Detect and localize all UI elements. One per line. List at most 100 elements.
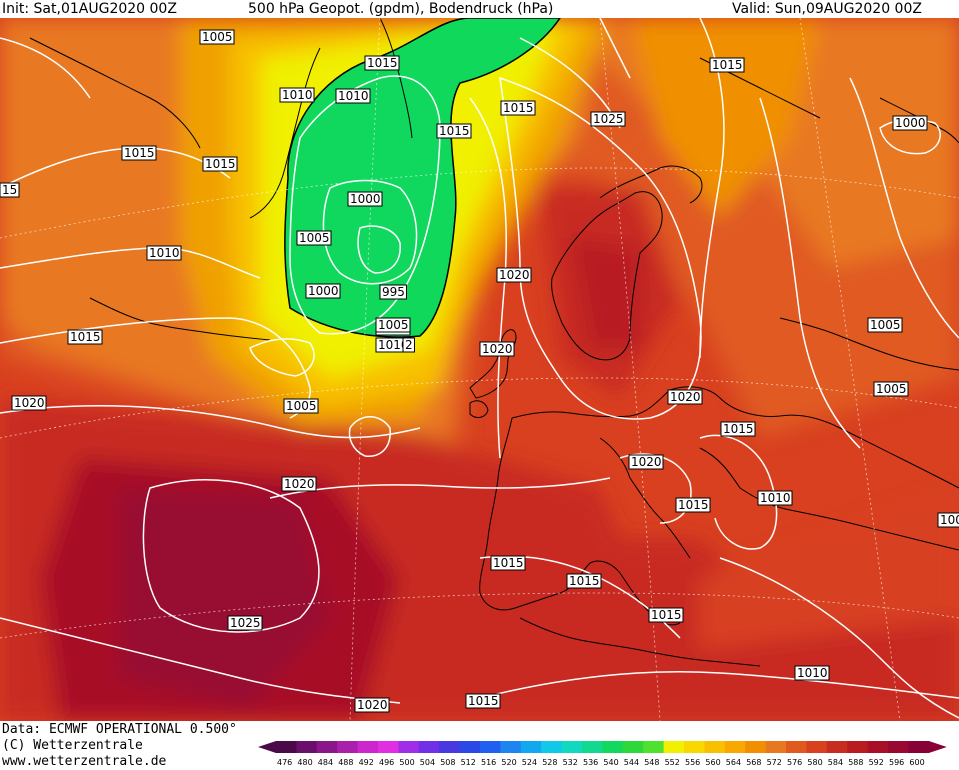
colorbar-tick-label: 492: [359, 758, 374, 767]
colorbar-tick-label: 524: [522, 758, 537, 767]
svg-text:1010: 1010: [338, 89, 369, 103]
isobar-label: 1020: [667, 389, 703, 405]
isobar-label: 1015: [436, 123, 472, 139]
isobar-label: 1025: [227, 615, 263, 631]
isobar-label: 1015: [465, 693, 501, 709]
svg-text:1020: 1020: [14, 396, 45, 410]
isobar-label: 1005: [873, 381, 909, 397]
colorbar-tick-label: 536: [583, 758, 598, 767]
svg-text:1020: 1020: [670, 390, 701, 404]
svg-text:1010: 1010: [149, 246, 180, 260]
svg-text:1005: 1005: [378, 318, 409, 332]
isobar-label: 1010: [335, 88, 371, 104]
colorbar-swatch: [826, 741, 848, 753]
colorbar-tick-label: 580: [807, 758, 822, 767]
init-time: Init: Sat,01AUG2020 00Z: [2, 1, 177, 17]
coastlines: [29, 18, 959, 667]
isobar-label: 1015: [720, 421, 756, 437]
svg-text:2: 2: [405, 338, 413, 352]
isobar-label: 1005: [283, 398, 319, 414]
isobar-label: 1025: [590, 111, 626, 127]
svg-text:1000: 1000: [895, 116, 926, 130]
colorbar-tick-label: 548: [644, 758, 659, 767]
svg-text:1015: 1015: [205, 157, 236, 171]
colorbar-swatch: [582, 741, 603, 753]
svg-text:1015: 1015: [367, 56, 398, 70]
isobar-label: 2: [402, 337, 415, 353]
isobar-label: 1015: [364, 55, 400, 71]
colorbar-swatch: [296, 741, 318, 753]
colorbar-tick-label: 520: [501, 758, 516, 767]
svg-text:1010: 1010: [797, 666, 828, 680]
isobar-label: 1000: [305, 283, 341, 299]
colorbar-tick-label: 504: [420, 758, 435, 767]
isobar-label: 15: [0, 182, 20, 198]
colorbar-swatch: [684, 741, 705, 753]
svg-text:1010: 1010: [760, 491, 791, 505]
colorbar-tick-label: 528: [542, 758, 557, 767]
colorbar-swatch: [357, 741, 379, 753]
svg-text:1015: 1015: [70, 330, 101, 344]
isobar-label: 1015: [709, 57, 745, 73]
svg-text:1000: 1000: [308, 284, 339, 298]
isobar-label: 1000: [892, 115, 928, 131]
isobar-label: 1015: [500, 100, 536, 116]
svg-text:1015: 1015: [678, 498, 709, 512]
colorbar-swatch: [480, 741, 501, 753]
colorbar-swatch: [337, 741, 359, 753]
chart-header: Init: Sat,01AUG2020 00Z 500 hPa Geopot. …: [0, 0, 959, 18]
colorbar-swatch: [622, 741, 644, 753]
isobar-label: 995: [379, 284, 407, 300]
svg-text:1015: 1015: [493, 556, 524, 570]
svg-text:1020: 1020: [499, 268, 530, 282]
isobar-label: 1015: [675, 497, 711, 513]
svg-text:1000: 1000: [350, 192, 381, 206]
svg-text:1005: 1005: [299, 231, 330, 245]
website-link[interactable]: www.wetterzentrale.de: [2, 754, 167, 769]
colorbar-tick-label: 516: [481, 758, 496, 767]
isobar-label: 1020: [281, 476, 317, 492]
colorbar-tick-label: 560: [705, 758, 720, 767]
colorbar-tick-label: 584: [828, 758, 843, 767]
colorbar-tick-label: 568: [746, 758, 761, 767]
svg-text:1025: 1025: [230, 616, 261, 630]
svg-text:1015: 1015: [439, 124, 470, 138]
colorbar-swatch: [765, 741, 787, 753]
colorbar-tick-label: 540: [603, 758, 618, 767]
colorbar-legend: 476 480 484 488 492 496 500 504 508 512 516 520 524 5…: [258, 741, 947, 767]
colorbar-tick-label: 572: [767, 758, 782, 767]
colorbar-swatch: [520, 741, 542, 753]
weather-map: 1005 1010 1015 1015 1015 1010 1015 1015 1010 1005…: [0, 18, 959, 721]
isobar-label: 1020: [496, 267, 532, 283]
isobar-label: 1015: [566, 573, 602, 589]
svg-text:1010: 1010: [378, 338, 409, 352]
colorbar-swatch: [908, 741, 930, 753]
colorbar-swatch: [663, 741, 685, 753]
low-geopotential-core: [302, 72, 440, 279]
isobar-label: 1010: [757, 490, 793, 506]
colorbar-swatch: [541, 741, 563, 753]
colorbar-tick-label: 576: [787, 758, 802, 767]
colorbar-tick-label: 592: [869, 758, 884, 767]
colorbar-tick-label: 600: [909, 758, 924, 767]
isobar-label: 1010: [794, 665, 830, 681]
svg-text:1005: 1005: [870, 318, 901, 332]
isobar-label: 1015: [202, 156, 238, 172]
colorbar-tick-label: 544: [624, 758, 639, 767]
isobar-label: 1020: [354, 697, 390, 713]
isobar-label: 1000: [347, 191, 383, 207]
colorbar-swatch: [806, 741, 828, 753]
colorbar-tick-label: 480: [297, 758, 312, 767]
isobar-label: 1020: [479, 341, 515, 357]
colorbar-tick-label: 488: [338, 758, 353, 767]
colorbar-arrow-right: [928, 741, 947, 753]
svg-text:15: 15: [2, 183, 17, 197]
svg-text:1015: 1015: [651, 608, 682, 622]
colorbar-tick-label: 552: [665, 758, 680, 767]
colorbar-swatch: [398, 741, 420, 753]
colorbar-tick-label: 532: [563, 758, 578, 767]
colorbar-swatch: [500, 741, 522, 753]
isobar-label: 1015: [490, 555, 526, 571]
colorbar-tick-label: 476: [277, 758, 292, 767]
svg-text:1005: 1005: [876, 382, 907, 396]
